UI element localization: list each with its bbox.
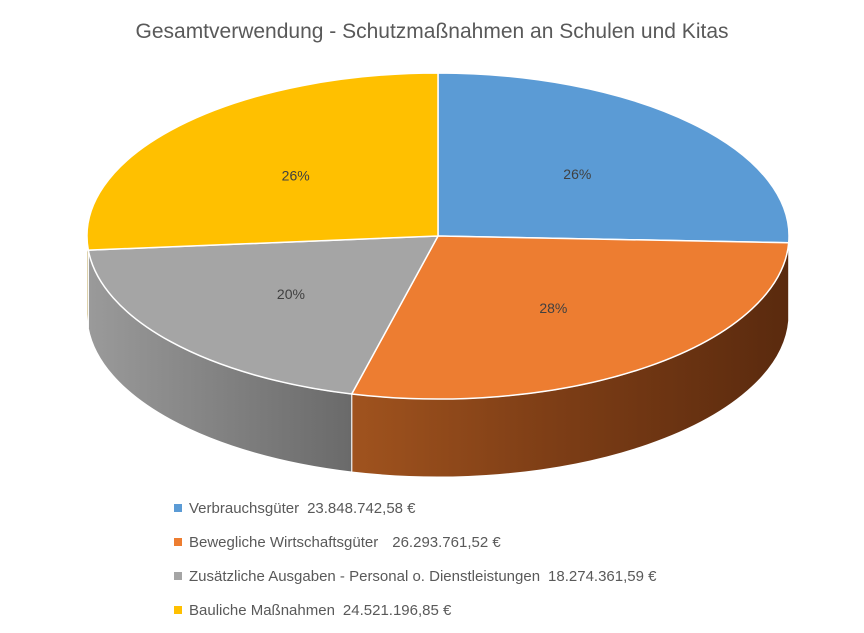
legend-value: 26.293.761,52 € [392, 534, 500, 551]
legend-value: 18.274.361,59 € [548, 568, 656, 585]
pie-slice-verbrauchsg-ter [438, 73, 789, 243]
legend-swatch [174, 538, 182, 546]
legend-item: Bauliche Maßnahmen 24.521.196,85 € [174, 599, 656, 621]
legend-swatch [174, 504, 182, 512]
legend-value: 24.521.196,85 € [343, 602, 451, 619]
legend-swatch [174, 606, 182, 614]
legend: Verbrauchsgüter 23.848.742,58 € Bewegliche… [174, 497, 656, 633]
pie-slice-bauliche-ma-nahmen [87, 73, 438, 250]
slice-label-verbrauchsg-ter: 26% [563, 166, 591, 182]
legend-item: Bewegliche Wirtschaftsgüter 26.293.761,52… [174, 531, 656, 553]
slice-label-zus-tzliche-ausgaben-personal-o-dienstleistungen: 20% [277, 286, 305, 302]
legend-value: 23.848.742,58 € [307, 500, 415, 517]
legend-label: Zusätzliche Ausgaben - Personal o. Diens… [189, 568, 540, 585]
slice-label-bauliche-ma-nahmen: 26% [282, 167, 310, 183]
slice-label-bewegliche-wirtschaftsg-ter: 28% [539, 300, 567, 316]
legend-swatch [174, 572, 182, 580]
legend-label: Verbrauchsgüter [189, 500, 299, 517]
legend-item: Zusätzliche Ausgaben - Personal o. Diens… [174, 565, 656, 587]
legend-item: Verbrauchsgüter 23.848.742,58 € [174, 497, 656, 519]
legend-label: Bauliche Maßnahmen [189, 602, 335, 619]
legend-label: Bewegliche Wirtschaftsgüter [189, 534, 378, 551]
